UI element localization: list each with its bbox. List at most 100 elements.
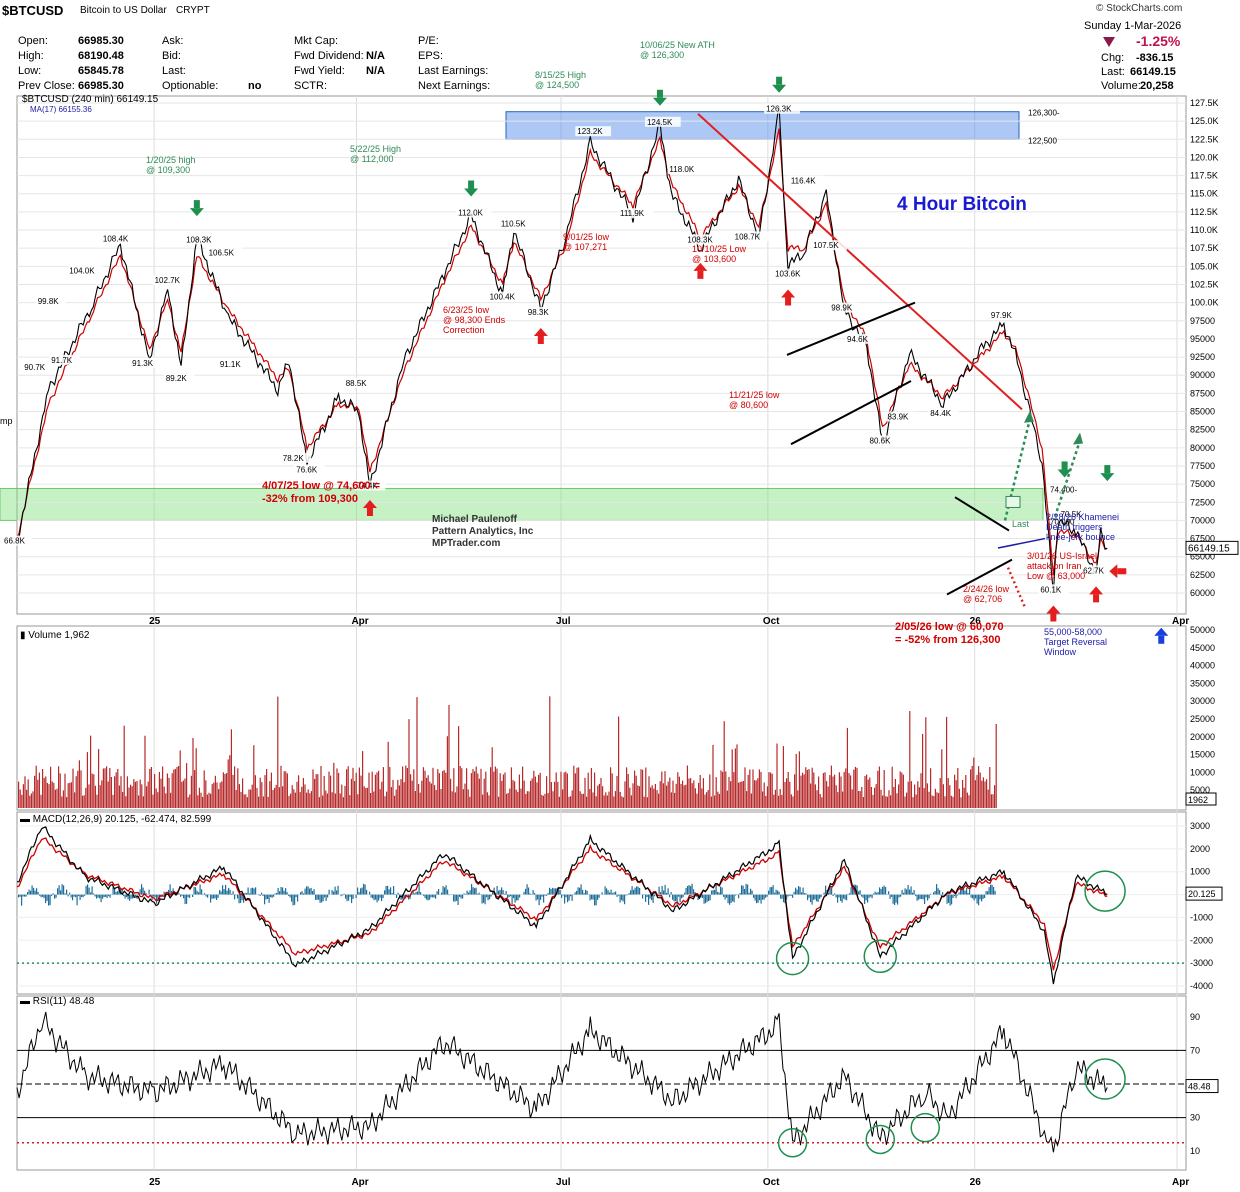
histogram-bar bbox=[130, 894, 132, 899]
histogram-bar bbox=[844, 894, 846, 900]
histogram-bar bbox=[319, 894, 321, 903]
y-tick-label: 87500 bbox=[1190, 388, 1215, 398]
volume-bar bbox=[216, 782, 218, 808]
volume-bar bbox=[936, 792, 938, 808]
histogram-bar bbox=[231, 893, 233, 895]
volume-bar bbox=[26, 789, 28, 808]
histogram-bar bbox=[972, 894, 974, 899]
rsi-line bbox=[16, 1011, 1108, 1153]
histogram-bar bbox=[898, 894, 900, 898]
histogram-bar bbox=[238, 894, 240, 904]
field-label: Low: bbox=[18, 65, 42, 77]
y-tick-label: 122.5K bbox=[1190, 134, 1219, 144]
volume-bar bbox=[469, 796, 471, 808]
volume-bar bbox=[414, 791, 416, 808]
histogram-bar bbox=[720, 886, 722, 895]
histogram-bar bbox=[54, 894, 56, 899]
volume-bar bbox=[326, 793, 328, 808]
volume-bar bbox=[360, 775, 362, 808]
volume-bar bbox=[688, 778, 690, 808]
volume-bar bbox=[474, 771, 476, 808]
volume-bar bbox=[576, 767, 578, 808]
volume-bar bbox=[774, 789, 776, 808]
y-tick-label: 127.5K bbox=[1190, 98, 1219, 108]
histogram-bar bbox=[564, 894, 566, 904]
histogram-bar bbox=[262, 894, 264, 896]
volume-bar bbox=[62, 790, 64, 808]
volume-bar bbox=[830, 765, 832, 808]
volume-bar bbox=[667, 781, 669, 808]
histogram-bar bbox=[964, 890, 966, 895]
volume-bar bbox=[864, 776, 866, 808]
last-value: 66149.15 bbox=[1130, 66, 1176, 78]
volume-bar bbox=[608, 791, 610, 808]
volume-bar bbox=[237, 768, 239, 808]
volume-bar bbox=[582, 793, 584, 808]
volume-bar bbox=[221, 781, 223, 808]
volume-bar bbox=[891, 766, 893, 808]
volume-bar bbox=[762, 791, 764, 808]
point-label-bg bbox=[773, 268, 809, 279]
volume-bar bbox=[501, 780, 503, 808]
histogram-bar bbox=[253, 888, 255, 895]
histogram-bar bbox=[475, 887, 477, 895]
volume-legend: ▮ Volume 1,962 bbox=[20, 630, 90, 641]
histogram-bar bbox=[507, 894, 509, 899]
volume-bar bbox=[557, 781, 559, 808]
volume-bar bbox=[470, 773, 472, 808]
volume-bar bbox=[254, 775, 256, 808]
histogram-bar bbox=[538, 894, 540, 906]
volume-bar bbox=[362, 751, 364, 808]
volume-bar bbox=[202, 796, 204, 808]
down-arrow-icon bbox=[193, 200, 200, 209]
volume-bar bbox=[944, 796, 946, 808]
histogram-bar bbox=[535, 894, 537, 901]
volume-bar bbox=[533, 770, 535, 808]
histogram-bar bbox=[220, 891, 222, 895]
histogram-bar bbox=[711, 890, 713, 895]
histogram-bar bbox=[462, 894, 464, 899]
last-volume-text: 1962 bbox=[1188, 795, 1208, 805]
histogram-bar bbox=[772, 885, 774, 895]
volume-bar bbox=[341, 784, 343, 808]
y-tick-label: 100.0K bbox=[1190, 298, 1219, 308]
histogram-bar bbox=[370, 894, 372, 898]
wedge-upper-line bbox=[954, 496, 1010, 532]
volume-bar bbox=[29, 795, 31, 808]
field-label: Ask: bbox=[162, 35, 184, 47]
histogram-bar bbox=[877, 892, 879, 895]
histogram-bar bbox=[387, 885, 389, 895]
histogram-bar bbox=[625, 894, 627, 896]
volume-bar bbox=[704, 794, 706, 808]
histogram-bar bbox=[936, 884, 938, 895]
histogram-bar bbox=[205, 894, 207, 897]
histogram-bar bbox=[340, 894, 342, 897]
histogram-bar bbox=[934, 891, 936, 895]
histogram-bar bbox=[312, 891, 314, 895]
price-point-label: 100.4K bbox=[490, 293, 516, 302]
volume-bar bbox=[765, 795, 767, 808]
volume-bar bbox=[235, 790, 237, 808]
histogram-bar bbox=[817, 894, 819, 902]
histogram-bar bbox=[757, 894, 759, 903]
histogram-bar bbox=[328, 889, 330, 895]
annotation-text: Last bbox=[1012, 519, 1030, 529]
point-label-bg bbox=[343, 378, 375, 389]
volume-bar bbox=[525, 793, 527, 808]
histogram-bar bbox=[888, 891, 890, 895]
histogram-bar bbox=[864, 894, 866, 904]
point-label-bg bbox=[811, 240, 848, 251]
histogram-bar bbox=[553, 888, 555, 895]
histogram-bar bbox=[570, 894, 572, 897]
volume-bar bbox=[482, 794, 484, 808]
volume-bar bbox=[296, 781, 298, 808]
volume-bar bbox=[56, 788, 58, 808]
point-label-bg bbox=[163, 373, 195, 384]
histogram-bar bbox=[34, 890, 36, 895]
histogram-bar bbox=[744, 889, 746, 895]
x-tick-label: Apr bbox=[351, 616, 368, 627]
histogram-bar bbox=[91, 886, 93, 895]
price-point-label: 110.5K bbox=[501, 219, 526, 228]
point-label-bg bbox=[667, 163, 704, 174]
volume-bar bbox=[755, 780, 757, 808]
